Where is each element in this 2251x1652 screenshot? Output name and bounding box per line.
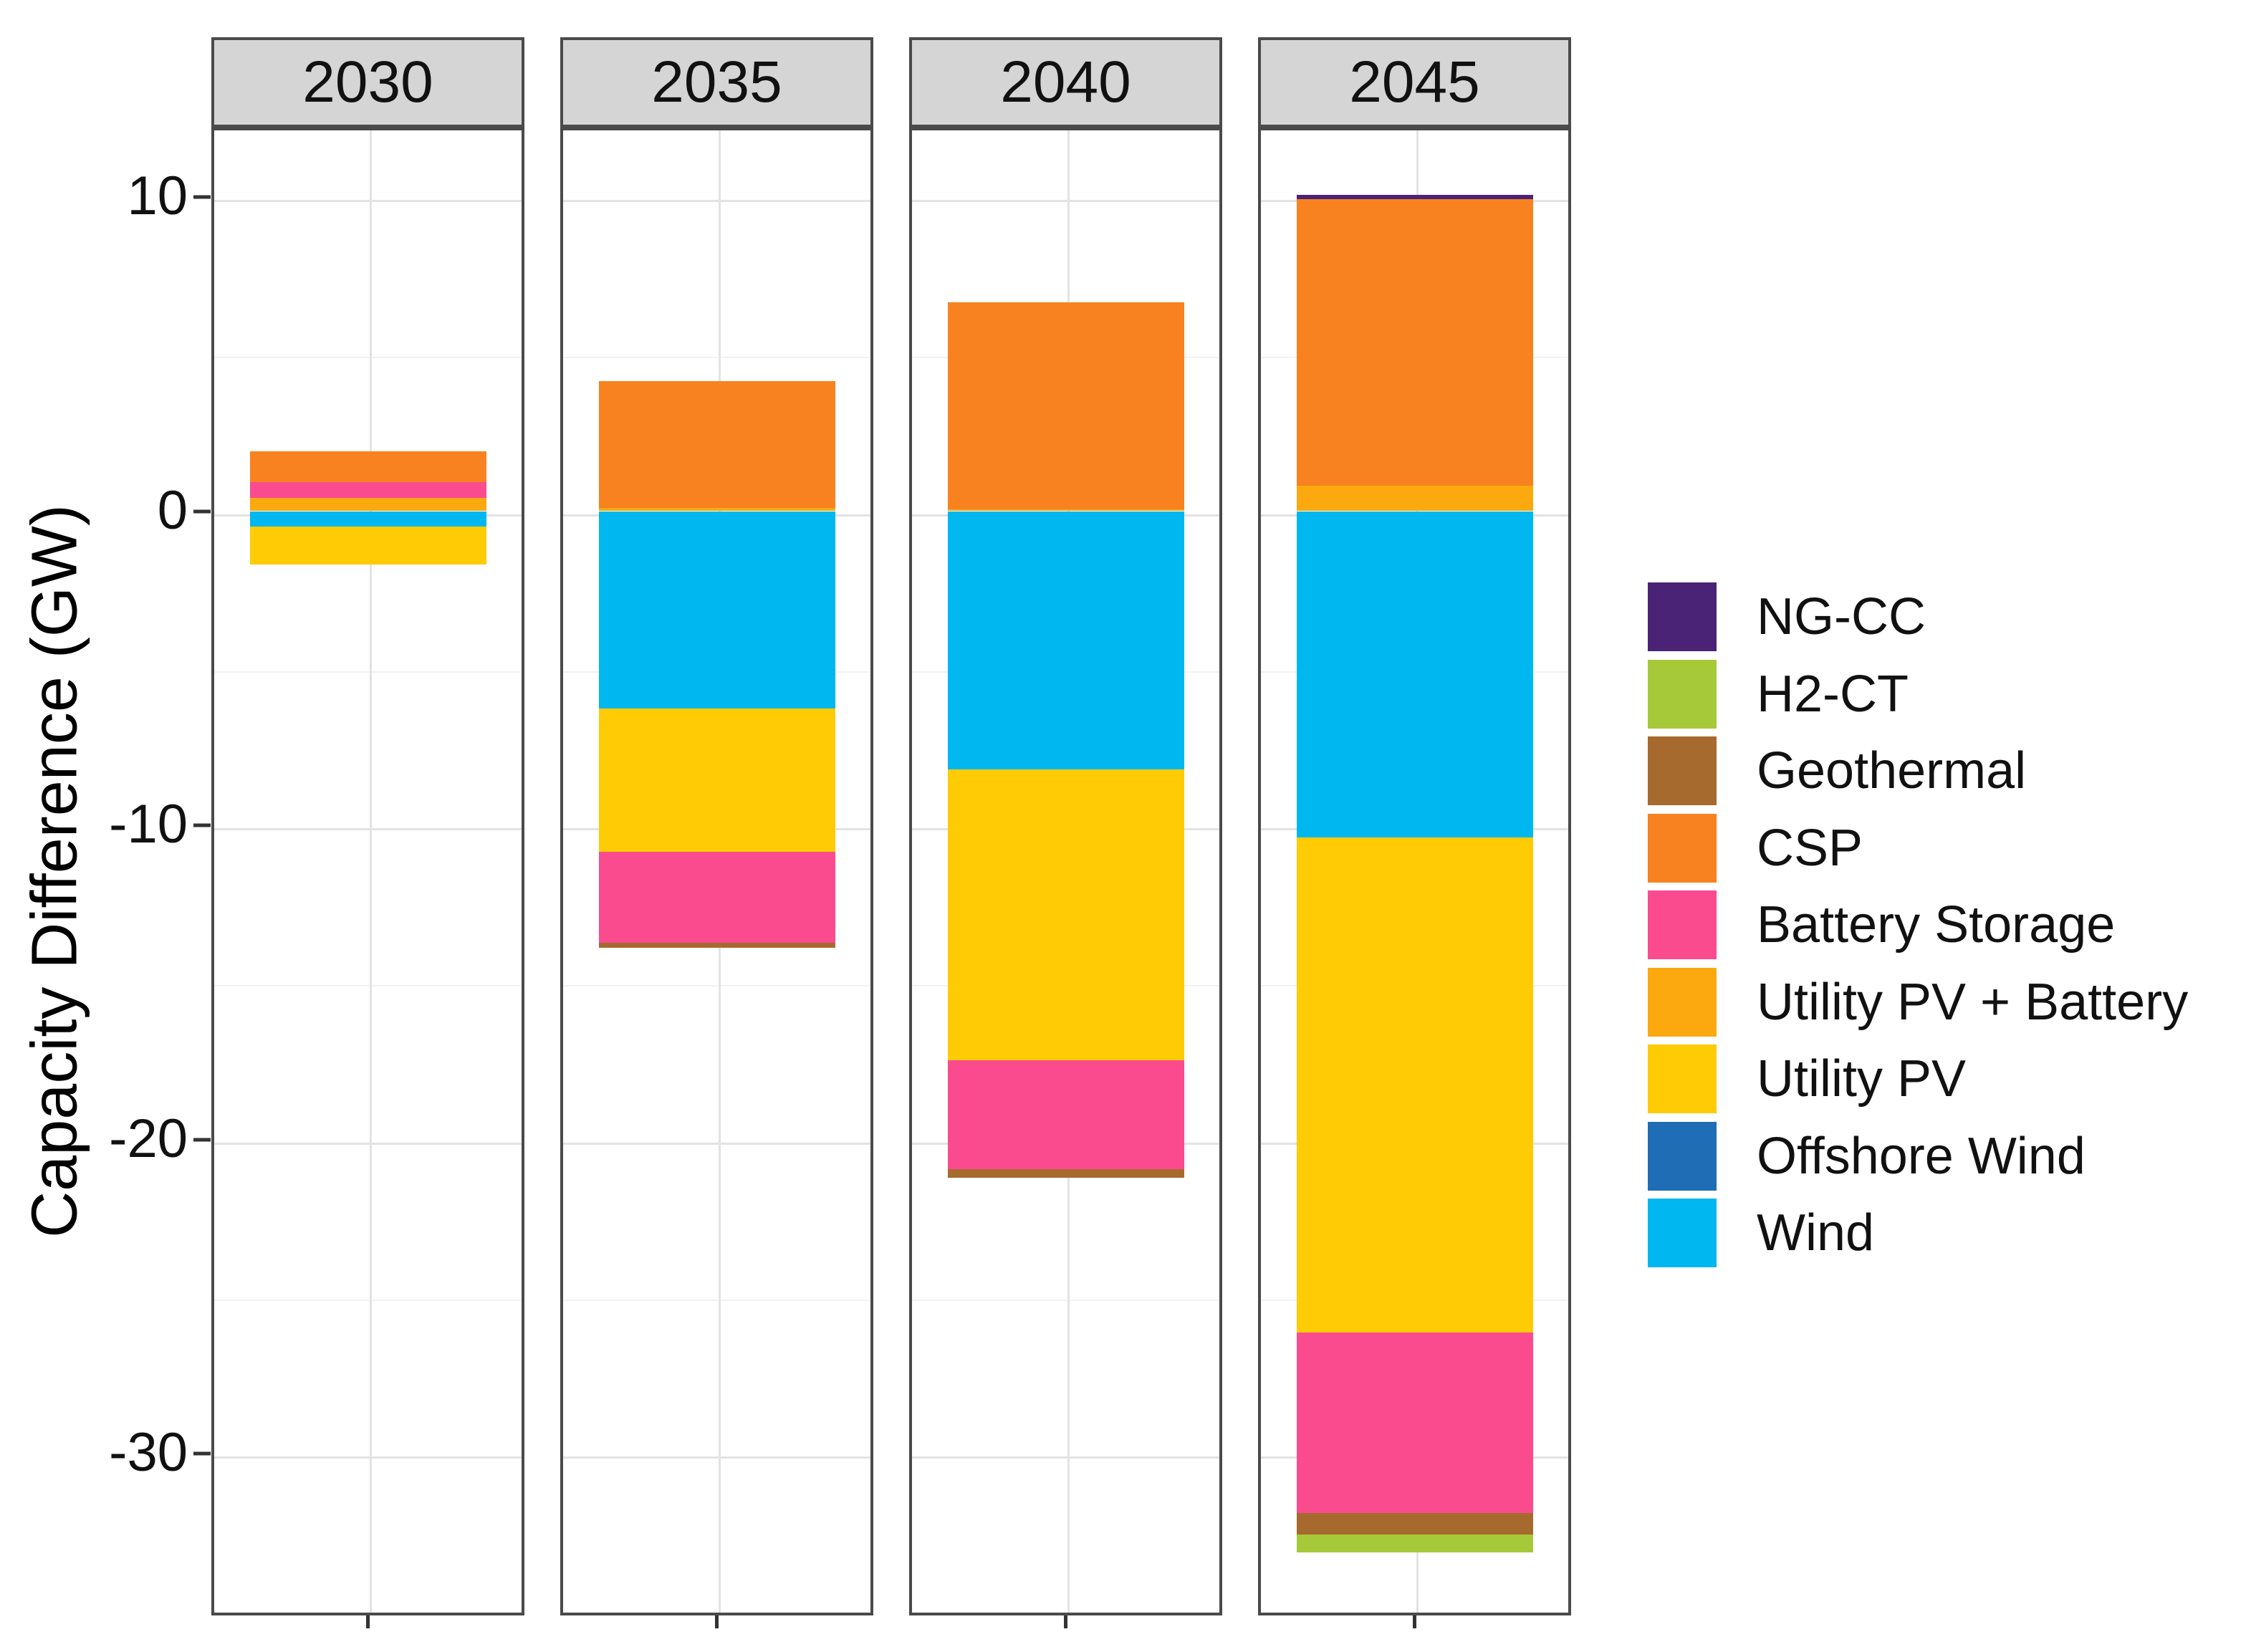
bar-segment-2045-ng-cc: [1296, 194, 1533, 200]
bar-segment-2040-utility-pv-battery: [947, 509, 1184, 512]
facet-panel-2035: [560, 128, 873, 1615]
gridline-minor--15: [214, 985, 522, 987]
gridline-major--10: [214, 828, 522, 830]
y-axis-tick-label--30: -30: [109, 1421, 188, 1483]
y-axis-tick-mark-10: [193, 195, 211, 199]
legend-swatch-wind: [1648, 1199, 1717, 1267]
bar-segment-2045-wind: [1296, 511, 1533, 838]
legend-item-h2-ct: H2-CT: [1648, 660, 1909, 729]
gridline-major--20: [563, 1142, 870, 1145]
bar-segment-2040-csp: [947, 302, 1184, 509]
y-axis-tick-label--10: -10: [109, 793, 188, 855]
legend-item-wind: Wind: [1648, 1199, 1874, 1267]
bar-segment-2030-battery-storage: [249, 481, 486, 498]
y-axis-tick-mark--20: [193, 1138, 211, 1141]
facet-strip-label-2045: 2045: [1349, 49, 1480, 115]
legend-item-offshore-wind: Offshore Wind: [1648, 1122, 2086, 1191]
bar-segment-2035-wind: [598, 511, 835, 709]
bar-segment-2045-utility-pv-battery: [1296, 485, 1533, 512]
gridline-major-10: [563, 200, 870, 202]
bar-segment-2040-battery-storage: [947, 1060, 1184, 1169]
x-axis-tick-2045: [1413, 1615, 1416, 1628]
bar-segment-2035-battery-storage: [598, 851, 835, 943]
legend-label-geothermal: Geothermal: [1757, 742, 2027, 799]
facet-strip-label-2035: 2035: [651, 49, 782, 115]
legend-label-battery-storage: Battery Storage: [1757, 896, 2116, 954]
gridline-major--30: [214, 1456, 522, 1459]
gridline-minor--25: [214, 1299, 522, 1301]
bar-segment-2045-h2-ct: [1296, 1535, 1533, 1553]
legend-item-ng-cc: NG-CC: [1648, 582, 1926, 651]
bar-segment-2030-utility-pv: [249, 527, 486, 565]
legend-swatch-geothermal: [1648, 736, 1717, 805]
legend-label-csp: CSP: [1757, 820, 1863, 877]
x-axis-tick-2040: [1064, 1615, 1067, 1628]
facet-strip-2030: 2030: [211, 37, 524, 128]
gridline-minor--5: [214, 671, 522, 673]
bar-segment-2030-utility-pv-battery: [249, 497, 486, 512]
y-axis-tick-mark-0: [193, 509, 211, 513]
legend-label-h2-ct: H2-CT: [1757, 666, 1909, 723]
legend-label-utility-pv: Utility PV: [1757, 1050, 1967, 1108]
gridline-major--30: [912, 1456, 1219, 1459]
facet-strip-2040: 2040: [909, 37, 1222, 128]
bar-segment-2040-geothermal: [947, 1168, 1184, 1178]
legend-item-geothermal: Geothermal: [1648, 736, 2026, 805]
y-axis-tick-label--20: -20: [109, 1108, 188, 1169]
facet-panel-2030: [211, 128, 524, 1615]
y-axis-tick-mark--10: [193, 823, 211, 827]
bar-segment-2045-csp: [1296, 199, 1533, 486]
gridline-major--30: [563, 1456, 870, 1459]
legend-item-csp: CSP: [1648, 814, 1863, 883]
bar-segment-2030-wind: [249, 511, 486, 527]
facet-strip-2035: 2035: [560, 37, 873, 128]
legend-label-wind: Wind: [1757, 1204, 1875, 1262]
legend-label-utility-pv-battery: Utility PV + Battery: [1757, 974, 2189, 1031]
y-axis-tick-label-0: 0: [157, 479, 188, 541]
legend-swatch-utility-pv: [1648, 1044, 1717, 1113]
gridline-minor--25: [563, 1299, 870, 1301]
legend-swatch-h2-ct: [1648, 660, 1717, 729]
bar-segment-2045-utility-pv: [1296, 837, 1533, 1332]
bar-segment-2035-utility-pv: [598, 708, 835, 852]
facet-strip-2045: 2045: [1258, 37, 1571, 128]
gridline-major-10: [214, 200, 522, 202]
y-axis-tick-label-10: 10: [127, 165, 188, 226]
legend-swatch-ng-cc: [1648, 582, 1717, 651]
bar-segment-2035-geothermal: [598, 942, 835, 948]
legend-item-utility-pv-battery: Utility PV + Battery: [1648, 968, 2188, 1037]
legend-swatch-csp: [1648, 814, 1717, 883]
facet-strip-label-2030: 2030: [302, 49, 433, 115]
bar-segment-2045-geothermal: [1296, 1512, 1533, 1535]
legend-item-battery-storage: Battery Storage: [1648, 890, 2115, 959]
y-axis-tick-mark--30: [193, 1451, 211, 1456]
gridline-major-10: [912, 200, 1219, 202]
bar-segment-2035-csp: [598, 381, 835, 509]
gridline-major--20: [214, 1142, 522, 1145]
gridline-minor--25: [912, 1299, 1219, 1301]
bar-segment-2040-wind: [947, 511, 1184, 769]
gridline-minor--15: [563, 985, 870, 987]
x-axis-tick-2035: [715, 1615, 719, 1628]
bar-segment-2045-battery-storage: [1296, 1332, 1533, 1513]
legend-swatch-battery-storage: [1648, 890, 1717, 959]
facet-strip-label-2040: 2040: [1000, 49, 1131, 115]
legend-item-utility-pv: Utility PV: [1648, 1044, 1966, 1113]
gridline-minor-5: [214, 357, 522, 359]
facet-panel-2040: [909, 128, 1222, 1615]
x-axis-tick-2030: [366, 1615, 370, 1628]
legend-swatch-utility-pv-battery: [1648, 968, 1717, 1037]
facet-panel-2045: [1258, 128, 1571, 1615]
bar-segment-2030-csp: [249, 451, 486, 482]
bar-segment-2040-utility-pv: [947, 769, 1184, 1060]
legend-swatch-offshore-wind: [1648, 1122, 1717, 1191]
gridline-minor-5: [563, 357, 870, 359]
legend-label-offshore-wind: Offshore Wind: [1757, 1128, 2086, 1185]
legend-label-ng-cc: NG-CC: [1757, 588, 1926, 645]
gridline-vertical-center: [370, 130, 372, 1613]
bar-segment-2035-utility-pv-battery: [598, 508, 835, 512]
